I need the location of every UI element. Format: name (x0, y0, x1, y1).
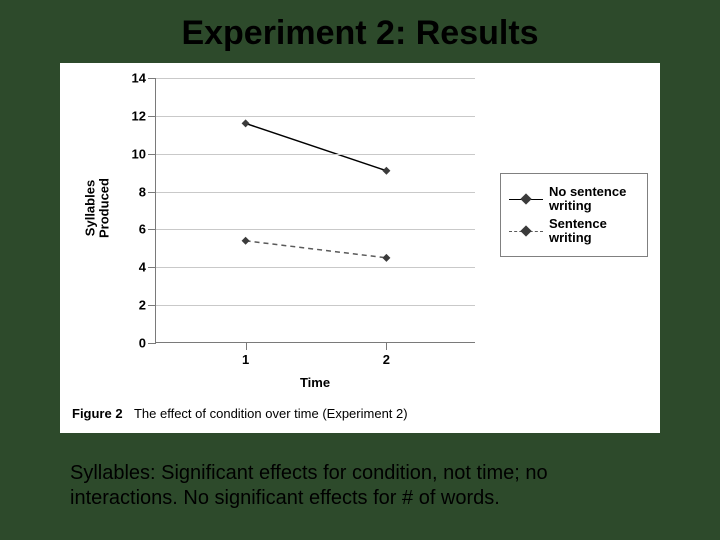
figure-caption-text: The effect of condition over time (Exper… (134, 406, 408, 421)
diamond-icon (520, 194, 531, 205)
y-tick-label: 14 (132, 71, 156, 86)
diamond-icon (242, 237, 250, 245)
figure-panel: Syllables Produced Time 0246810121412 No… (60, 63, 660, 433)
figure-caption-bold: Figure 2 (72, 406, 123, 421)
gridline (156, 116, 475, 117)
y-tick-label: 2 (139, 298, 156, 313)
diamond-icon (520, 225, 531, 236)
gridline (156, 154, 475, 155)
gridline (156, 267, 475, 268)
y-axis-title: Syllables Produced (84, 178, 113, 238)
legend-label: Sentence writing (549, 217, 637, 246)
legend-swatch-solid (509, 192, 543, 206)
plot-svg (156, 78, 475, 342)
series-line (246, 123, 387, 170)
legend-swatch-dash (509, 224, 543, 238)
diamond-icon (382, 167, 390, 175)
x-tick-label: 2 (383, 342, 390, 367)
y-tick-label: 6 (139, 222, 156, 237)
slide-caption: Syllables: Significant effects for condi… (70, 461, 650, 511)
slide-title: Experiment 2: Results (181, 14, 538, 53)
y-tick-label: 0 (139, 336, 156, 351)
y-tick-label: 12 (132, 108, 156, 123)
y-tick-label: 4 (139, 260, 156, 275)
chart-area: 0246810121412 (155, 78, 475, 343)
y-tick-label: 10 (132, 146, 156, 161)
legend: No sentence writing Sentence writing (500, 173, 648, 257)
series-line (246, 241, 387, 258)
gridline (156, 305, 475, 306)
gridline (156, 192, 475, 193)
figure-caption: Figure 2 The effect of condition over ti… (72, 406, 408, 421)
gridline (156, 229, 475, 230)
gridline (156, 78, 475, 79)
x-tick-label: 1 (242, 342, 249, 367)
slide: Experiment 2: Results Syllables Produced… (0, 0, 720, 540)
y-tick-label: 8 (139, 184, 156, 199)
legend-row: Sentence writing (509, 217, 637, 246)
x-axis-title: Time (300, 375, 330, 390)
legend-label: No sentence writing (549, 185, 637, 214)
legend-row: No sentence writing (509, 185, 637, 214)
diamond-icon (242, 119, 250, 127)
diamond-icon (382, 254, 390, 262)
